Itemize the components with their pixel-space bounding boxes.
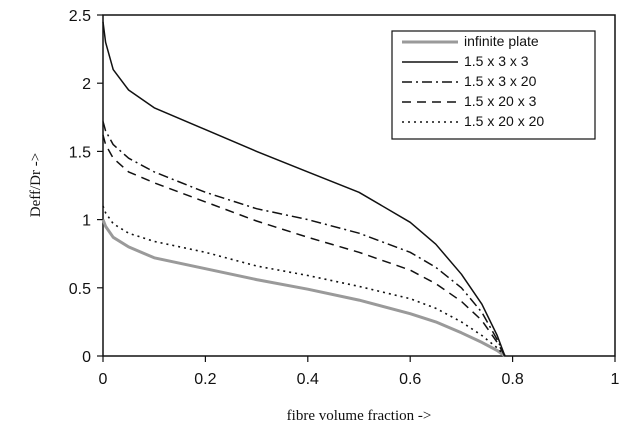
x-tick-label: 0.4 xyxy=(297,371,319,388)
series-line-4 xyxy=(102,134,506,357)
x-axis-title: fibre volume fraction -> xyxy=(287,408,432,424)
series-line-5 xyxy=(102,205,506,357)
x-tick-label: 0.6 xyxy=(399,371,421,388)
y-tick-label: 2.5 xyxy=(69,8,91,25)
y-axis-ticks: 0 0.5 1 1.5 2 2.5 xyxy=(69,8,103,366)
series-layer xyxy=(101,21,506,358)
legend-box xyxy=(391,30,596,140)
x-tick-label: 0.2 xyxy=(194,371,216,388)
x-tick-label: 0 xyxy=(99,371,108,388)
y-axis-title: Deff/Dr -> xyxy=(28,153,44,217)
x-tick-label: 0.8 xyxy=(501,371,523,388)
x-axis-ticks: 0 0.2 0.4 0.6 0.8 1 xyxy=(99,356,620,388)
y-tick-label: 2 xyxy=(82,76,91,93)
legend: infinite plate 1.5 x 3 x 3 1.5 x 3 x 20 1.5… xyxy=(391,30,596,140)
legend-label: 1.5 x 3 x 20 xyxy=(464,73,537,89)
legend-items: infinite plate 1.5 x 3 x 3 1.5 x 3 x 20 1.5… xyxy=(402,33,544,129)
y-tick-label: 1 xyxy=(82,213,91,230)
series-line-2 xyxy=(102,21,506,357)
legend-label: infinite plate xyxy=(464,33,539,49)
legend-label: 1.5 x 3 x 3 xyxy=(464,53,529,69)
y-tick-label: 1.5 xyxy=(69,144,91,161)
legend-label: 1.5 x 20 x 20 xyxy=(464,113,544,129)
series-line-1 xyxy=(101,219,506,358)
y-tick-label: 0 xyxy=(82,349,91,366)
y-tick-label: 0.5 xyxy=(69,281,91,298)
plot-frame xyxy=(102,14,616,357)
x-tick-label: 1 xyxy=(611,371,620,388)
legend-label: 1.5 x 20 x 3 xyxy=(464,93,537,109)
series-line-3 xyxy=(102,121,506,357)
